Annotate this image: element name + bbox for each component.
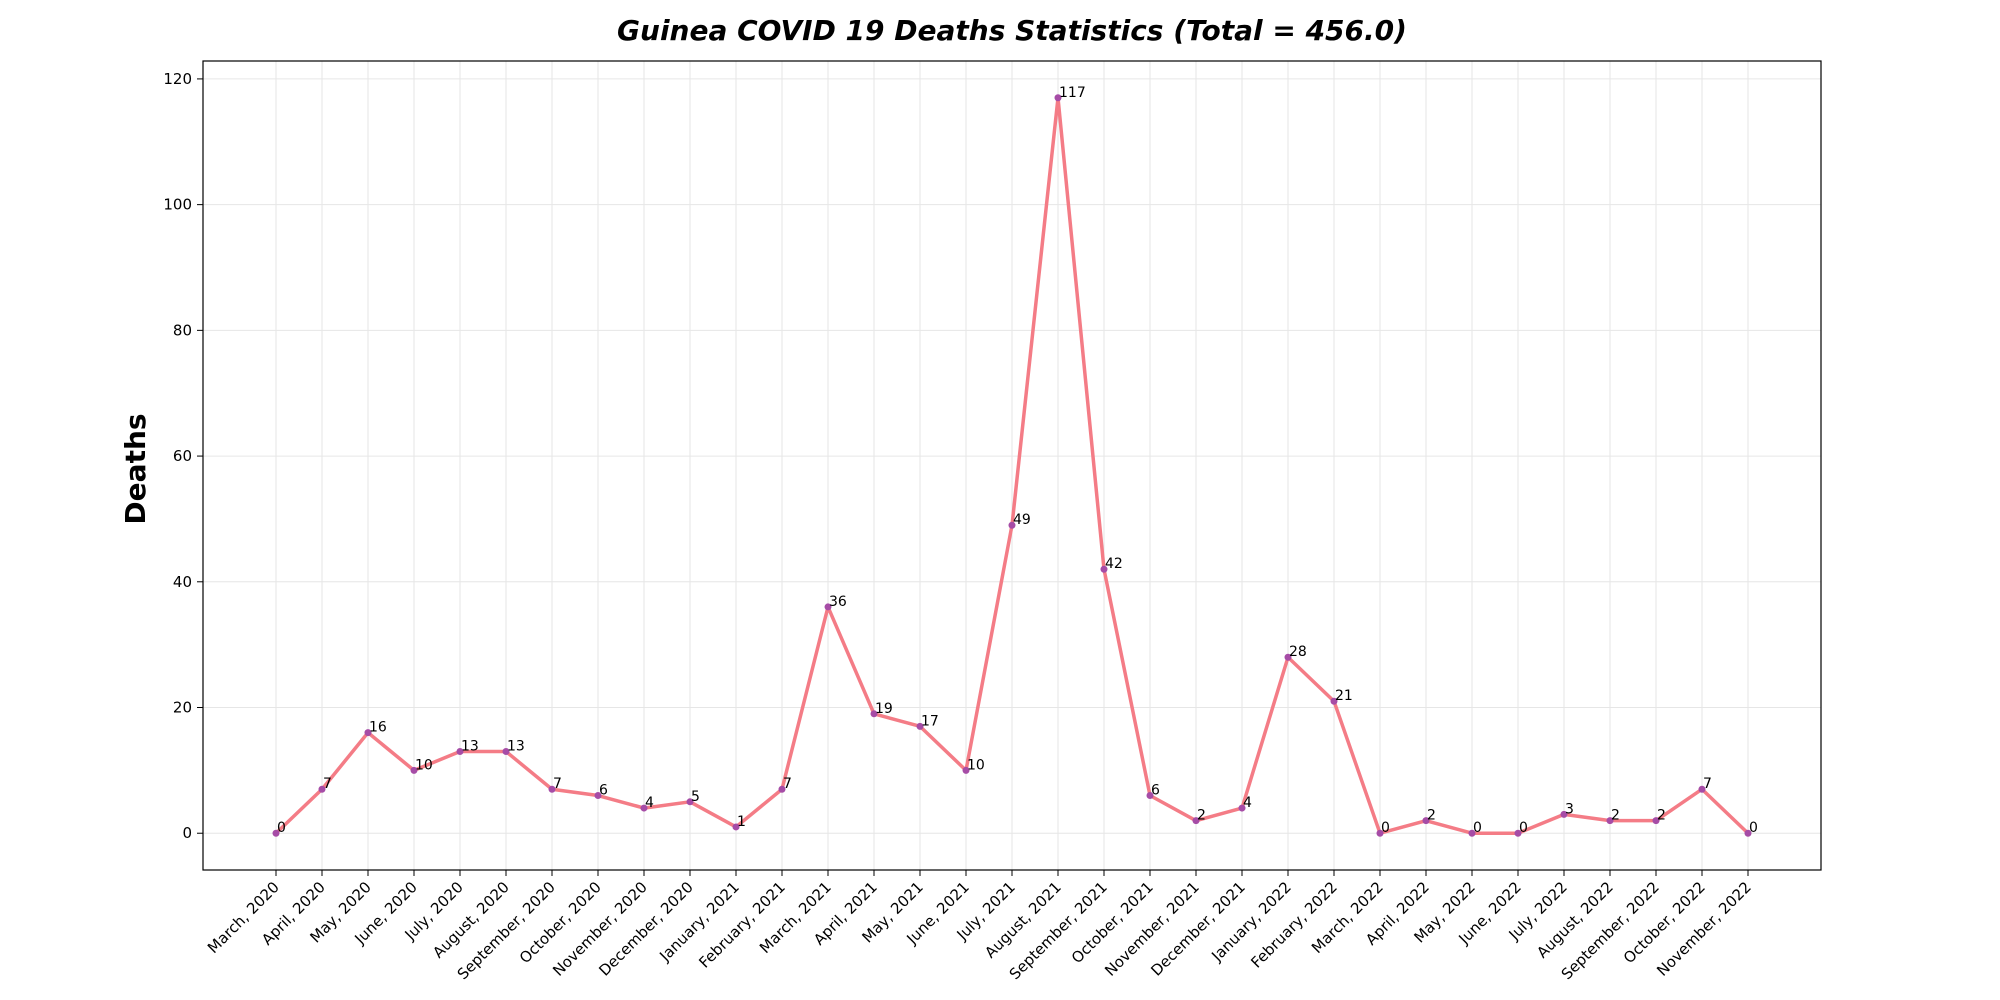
y-tick-label: 40 <box>173 573 192 591</box>
y-tick-label: 20 <box>173 699 192 717</box>
data-point <box>1514 829 1522 837</box>
data-point <box>1560 810 1568 818</box>
data-point <box>318 785 326 793</box>
data-label: 49 <box>1013 512 1031 528</box>
data-label: 42 <box>1105 556 1123 572</box>
data-label: 0 <box>1749 820 1758 836</box>
y-axis-label: Deaths <box>119 413 152 524</box>
data-point <box>548 785 556 793</box>
data-point <box>1146 792 1154 800</box>
x-tick-label: October, 2021 <box>1068 878 1157 967</box>
data-point <box>502 748 510 756</box>
data-point <box>640 804 648 812</box>
data-label: 0 <box>1473 820 1482 836</box>
x-tick-label: October, 2020 <box>516 878 605 967</box>
data-point <box>1330 697 1338 705</box>
y-tick-label: 0 <box>182 824 192 842</box>
chart-title: Guinea COVID 19 Deaths Statistics (Total… <box>617 14 1407 47</box>
data-label: 3 <box>1565 801 1574 817</box>
data-label: 0 <box>1519 820 1528 836</box>
data-label: 17 <box>921 713 939 729</box>
data-point <box>364 729 372 737</box>
data-point <box>594 792 602 800</box>
x-tick-label: January, 2021 <box>655 878 742 965</box>
x-tick-label: January, 2022 <box>1207 878 1294 965</box>
data-point <box>1606 817 1614 825</box>
y-tick-label: 100 <box>163 196 192 214</box>
data-point <box>1100 565 1108 573</box>
data-point <box>1008 521 1016 529</box>
data-point <box>1422 817 1430 825</box>
data-label: 2 <box>1611 808 1620 824</box>
data-label: 19 <box>875 701 893 717</box>
data-label: 2 <box>1427 808 1436 824</box>
data-point <box>916 722 924 730</box>
data-label: 6 <box>599 783 608 799</box>
data-point <box>1192 817 1200 825</box>
data-point <box>1376 829 1384 837</box>
data-label: 10 <box>967 757 985 773</box>
data-label: 1 <box>737 814 746 830</box>
data-label: 16 <box>369 720 387 736</box>
y-tick-label: 80 <box>173 321 192 339</box>
data-point <box>1744 829 1752 837</box>
data-label: 2 <box>1657 808 1666 824</box>
data-point <box>870 710 878 718</box>
y-tick-label: 60 <box>173 447 192 465</box>
data-point <box>410 766 418 774</box>
data-point <box>686 798 694 806</box>
grid <box>203 61 1821 870</box>
data-label: 4 <box>1243 795 1252 811</box>
plot-frame <box>202 60 1822 871</box>
x-tick-label: October, 2022 <box>1620 878 1709 967</box>
data-label: 28 <box>1289 644 1307 660</box>
data-label: 7 <box>1703 776 1712 792</box>
data-point <box>732 823 740 831</box>
data-label: 5 <box>691 789 700 805</box>
data-label: 36 <box>829 594 847 610</box>
data-label: 0 <box>277 820 286 836</box>
data-label: 6 <box>1151 783 1160 799</box>
data-label: 21 <box>1335 688 1353 704</box>
data-point <box>1284 653 1292 661</box>
data-point <box>1238 804 1246 812</box>
data-point <box>456 748 464 756</box>
y-tick-label: 120 <box>163 70 192 88</box>
data-point <box>778 785 786 793</box>
data-label: 13 <box>507 739 525 755</box>
data-label: 0 <box>1381 820 1390 836</box>
data-label: 7 <box>323 776 332 792</box>
data-label: 117 <box>1059 85 1086 101</box>
data-label: 2 <box>1197 808 1206 824</box>
data-label: 4 <box>645 795 654 811</box>
data-point <box>1054 94 1062 102</box>
data-point <box>962 766 970 774</box>
data-point <box>1468 829 1476 837</box>
data-point <box>272 829 280 837</box>
data-points <box>272 94 1752 837</box>
data-label: 7 <box>553 776 562 792</box>
data-point <box>1652 817 1660 825</box>
data-label: 7 <box>783 776 792 792</box>
data-point <box>824 603 832 611</box>
data-label: 13 <box>461 739 479 755</box>
data-point <box>1698 785 1706 793</box>
data-label: 10 <box>415 757 433 773</box>
